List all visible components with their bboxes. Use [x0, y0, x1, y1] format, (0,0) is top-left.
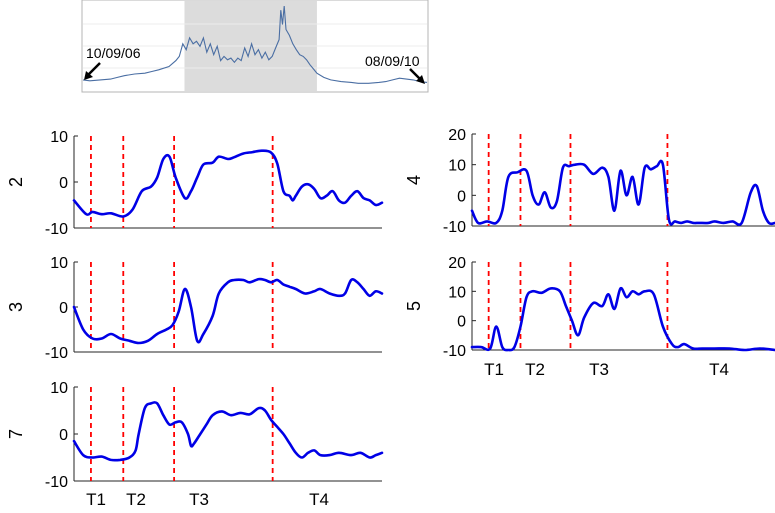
y-tick-label: 20	[448, 127, 466, 144]
left-t3-label: T3	[189, 490, 209, 509]
y-tick-label: 20	[448, 255, 466, 272]
y-tick-label: 0	[59, 427, 68, 444]
y-tick-label: -10	[45, 221, 68, 238]
overview-gridlines	[83, 23, 427, 69]
right-t4-label: T4	[709, 360, 729, 379]
start-date-label: 10/09/06	[86, 45, 141, 61]
left-time-labels: T1 T2 T3 T4	[86, 490, 329, 509]
overview-price-line	[82, 5, 428, 84]
y-tick-label: 10	[50, 255, 68, 272]
start-arrow-icon	[84, 62, 101, 80]
right-time-labels: T1 T2 T3 T4	[484, 360, 729, 379]
y-tick-label: 10	[50, 380, 68, 397]
y-tick-label: -10	[45, 345, 68, 362]
series-line	[470, 286, 775, 352]
overview-panel: 10/09/06 08/09/10	[81, 0, 429, 93]
y-tick-label: 0	[457, 188, 466, 205]
y-tick-label: -10	[443, 343, 466, 360]
left-t2-label: T2	[126, 490, 146, 509]
y-tick-label: 0	[457, 314, 466, 331]
series-line	[72, 149, 384, 218]
y-tick-label: 10	[448, 158, 466, 175]
series-line	[470, 159, 775, 227]
y-axis-label: 3	[6, 302, 26, 312]
right-t3-label: T3	[589, 360, 609, 379]
left-t4-label: T4	[309, 490, 329, 509]
panel-component-2: 10 0 -10 2	[6, 129, 384, 238]
y-tick-label: -10	[45, 474, 68, 491]
panel-component-5: 20 10 0 -10 5	[404, 255, 775, 360]
component-panels: 10 0 -10 2 10 0 -10 3 10 0 -10 7 20 10 0 -10 4 20 10 0 -10 5	[6, 127, 775, 491]
panel-component-3: 10 0 -10 3	[6, 255, 384, 362]
y-tick-label: 0	[59, 175, 68, 192]
y-tick-label: 0	[59, 300, 68, 317]
y-axis-label: 5	[404, 301, 424, 311]
end-arrow-icon	[409, 68, 425, 84]
end-date-label: 08/09/10	[365, 53, 420, 69]
y-axis-label: 7	[6, 429, 26, 439]
series-line	[72, 401, 384, 462]
y-tick-label: -10	[443, 219, 466, 236]
left-t1-label: T1	[86, 490, 106, 509]
panel-component-4: 20 10 0 -10 4	[404, 127, 775, 236]
panel-component-7: 10 0 -10 7	[6, 380, 384, 491]
right-t2-label: T2	[525, 360, 545, 379]
right-t1-label: T1	[484, 360, 504, 379]
series-line	[72, 277, 384, 345]
y-tick-label: 10	[50, 129, 68, 146]
y-axis-label: 2	[6, 177, 26, 187]
y-axis-label: 4	[404, 175, 424, 185]
y-tick-label: 10	[448, 284, 466, 301]
